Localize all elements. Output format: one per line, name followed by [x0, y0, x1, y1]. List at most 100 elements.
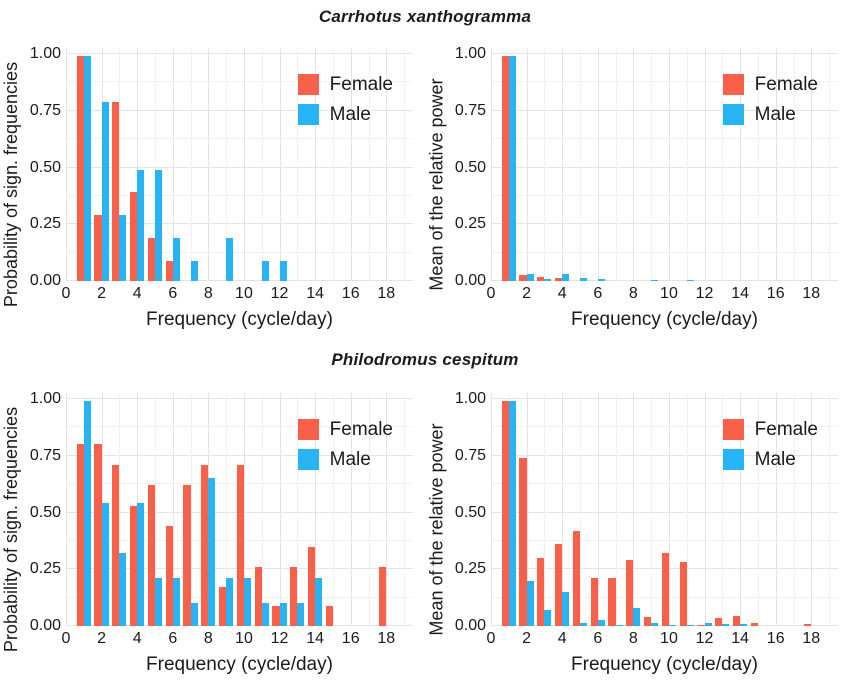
gridline [350, 48, 352, 281]
gridline [526, 393, 528, 626]
bar-male-x3 [119, 553, 127, 626]
bar-female-x11 [254, 567, 262, 626]
gridline [66, 138, 413, 140]
gridline [811, 48, 813, 281]
bar-male-x11 [261, 603, 269, 626]
bar-female-x2 [94, 444, 102, 626]
x-tick-label: 4 [132, 285, 142, 302]
x-tick-label: 6 [593, 285, 603, 302]
bar-female-x1 [501, 401, 509, 626]
bar-female-x8 [626, 560, 634, 626]
legend: Female Male [722, 74, 818, 125]
y-tick-label: 0.75 [454, 446, 486, 464]
gridline [491, 166, 838, 168]
gridline [137, 48, 139, 281]
x-tick-label: 18 [802, 630, 821, 647]
gridline [332, 48, 334, 281]
bar-male-x9 [651, 623, 659, 626]
gridline [633, 48, 635, 281]
y-tick-label: 0.25 [454, 560, 486, 578]
x-tick-label: 16 [341, 630, 360, 647]
gridline [615, 48, 617, 281]
bar-male-x12 [704, 623, 712, 626]
gridline [190, 48, 192, 281]
gridline [404, 393, 406, 626]
bar-male-x3 [119, 215, 127, 281]
gridline [172, 393, 174, 626]
bar-female-x12 [697, 625, 705, 626]
gridline [297, 48, 299, 281]
bar-female-x9 [644, 617, 652, 626]
x-tick-label: 8 [628, 630, 638, 647]
bar-male-x1 [83, 401, 91, 626]
x-tick-label: 6 [593, 630, 603, 647]
y-tick-label: 0.00 [454, 617, 486, 634]
gridline [491, 539, 838, 541]
gridline [66, 393, 67, 626]
bar-male-x4 [562, 274, 570, 281]
gridline [562, 48, 564, 281]
gridline [704, 48, 706, 281]
bar-male-x9 [226, 238, 234, 281]
female-swatch-icon [297, 74, 319, 95]
bar-male-x6 [597, 279, 605, 281]
bar-male-x13 [722, 624, 730, 626]
x-tick-label: 14 [306, 285, 325, 302]
y-tick-label: 0.00 [454, 272, 486, 289]
legend-label-male: Male [329, 449, 371, 470]
x-tick-label: 8 [203, 630, 213, 647]
plot-area: Female Male [491, 48, 838, 281]
bar-female-x13 [715, 618, 723, 626]
bar-male-x3 [544, 279, 552, 281]
y-tick-label: 0.50 [454, 503, 486, 521]
y-tick-label: 0.00 [29, 272, 61, 289]
gridline [722, 48, 724, 281]
x-axis-tick-labels: 0 2 4 6 8 10 12 14 16 18 [62, 281, 413, 307]
bar-female-x8 [201, 465, 209, 626]
y-tick-label: 0.00 [29, 617, 61, 634]
bar-female-x6 [165, 261, 173, 281]
gridline [491, 483, 838, 485]
gridline [226, 48, 228, 281]
x-axis-title: Frequency (cycle/day) [146, 654, 333, 675]
legend-label-female: Female [754, 74, 818, 95]
x-tick-label: 2 [522, 285, 532, 302]
bar-female-x3 [112, 102, 120, 281]
bar-male-x11 [686, 280, 694, 281]
plot-area: Female Male [66, 393, 413, 626]
gridline [615, 393, 617, 626]
y-axis-title: Probability of sign. frequencies [1, 406, 22, 652]
bar-male-x7 [190, 603, 198, 626]
gridline [491, 109, 838, 111]
bar-male-x5 [154, 170, 163, 281]
gridline [491, 426, 838, 428]
gridline [119, 393, 121, 626]
x-tick-label: 18 [802, 285, 821, 302]
gridline [226, 393, 228, 626]
x-tick-label: 14 [731, 630, 750, 647]
gridline [757, 48, 759, 281]
y-axis-tick-labels: 1.00 0.75 0.50 0.25 0.00 [24, 390, 66, 634]
legend-item-female: Female [297, 74, 393, 95]
x-tick-label: 0 [61, 630, 71, 647]
bar-male-x6 [172, 578, 180, 626]
bar-female-x14 [308, 547, 316, 626]
gridline [279, 48, 281, 281]
x-tick-label: 2 [97, 630, 107, 647]
legend-item-female: Female [297, 419, 393, 440]
y-tick-label: 0.50 [454, 158, 486, 176]
gridline [350, 393, 352, 626]
gridline [651, 393, 653, 626]
x-tick-label: 0 [61, 285, 71, 302]
gridline [722, 393, 724, 626]
gridline [368, 393, 370, 626]
bar-male-x9 [226, 578, 234, 626]
bar-female-x13 [290, 567, 298, 626]
panel-carrhotus-probability: Probability of sign. frequencies 1.00 0.7… [0, 34, 425, 337]
gridline [579, 393, 581, 626]
y-axis-title: Mean of the relative power [426, 77, 447, 291]
x-tick-label: 12 [270, 630, 289, 647]
legend-label-female: Female [329, 74, 393, 95]
male-swatch-icon [722, 449, 744, 470]
